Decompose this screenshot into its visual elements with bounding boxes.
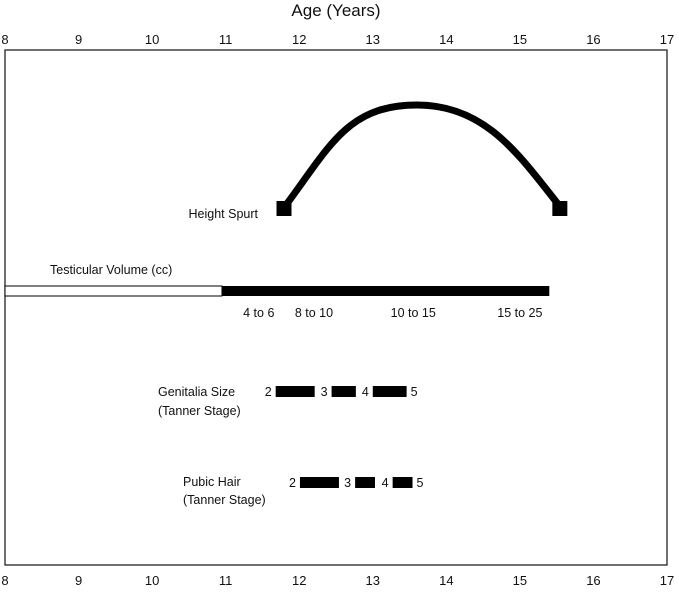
tick-label-bottom: 12 [292,573,306,588]
tick-label-top: 16 [586,32,600,47]
tick-label-top: 12 [292,32,306,47]
tick-label-top: 9 [75,32,82,47]
tick-label-bottom: 16 [586,573,600,588]
tanner-stage-label: 2 [265,385,272,399]
pubic-hair-label-2: (Tanner Stage) [183,493,266,507]
height-spurt-start-marker [276,201,292,216]
height-spurt-end-marker [552,201,568,216]
tick-label-bottom: 13 [366,573,380,588]
tanner-stage-bar [331,386,356,397]
axis-title: Age (Years) [291,1,380,20]
height-spurt-curve [281,101,564,210]
testicular-volume-label: Testicular Volume (cc) [50,263,172,277]
height-spurt-label: Height Spurt [189,207,259,221]
tick-label-top: 10 [145,32,159,47]
tick-label-top: 14 [439,32,453,47]
tanner-stage-bar [355,477,375,488]
tanner-stage-label: 3 [344,476,351,490]
tanner-stage-label: 2 [289,476,296,490]
testicular-volume-annotation: 8 to 10 [295,306,333,320]
tick-label-bottom: 10 [145,573,159,588]
tick-label-top: 15 [513,32,527,47]
tick-label-bottom: 9 [75,573,82,588]
tick-label-top: 8 [1,32,8,47]
tick-label-top: 17 [660,32,674,47]
tick-label-bottom: 14 [439,573,453,588]
testicular-volume-annotation: 10 to 15 [391,306,436,320]
tanner-stage-bar [372,386,407,397]
tick-label-bottom: 17 [660,573,674,588]
tanner-stage-label: 3 [321,385,328,399]
tanner-stage-label: 4 [362,385,369,399]
tanner-stage-label: 5 [411,385,418,399]
testicular-volume-pubertal-bar [221,286,550,296]
testicular-volume-prepubertal-bar [4,285,223,297]
tanner-stage-label: 5 [416,476,423,490]
genitalia-label-1: Genitalia Size [158,385,235,399]
testicular-volume-annotation: 4 to 6 [243,306,274,320]
testicular-volume-annotation: 15 to 25 [497,306,542,320]
tick-label-bottom: 8 [1,573,8,588]
tanner-stage-bar [275,386,315,397]
pubic-hair-label-1: Pubic Hair [183,475,241,489]
tick-label-bottom: 15 [513,573,527,588]
tanner-stage-bar [299,477,339,488]
tick-label-top: 13 [366,32,380,47]
tanner-stage-bar [392,477,413,488]
plot-frame [4,49,668,566]
tick-label-top: 11 [219,32,233,47]
genitalia-label-2: (Tanner Stage) [158,404,241,418]
tanner-stage-label: 4 [382,476,389,490]
tick-label-bottom: 11 [219,573,233,588]
